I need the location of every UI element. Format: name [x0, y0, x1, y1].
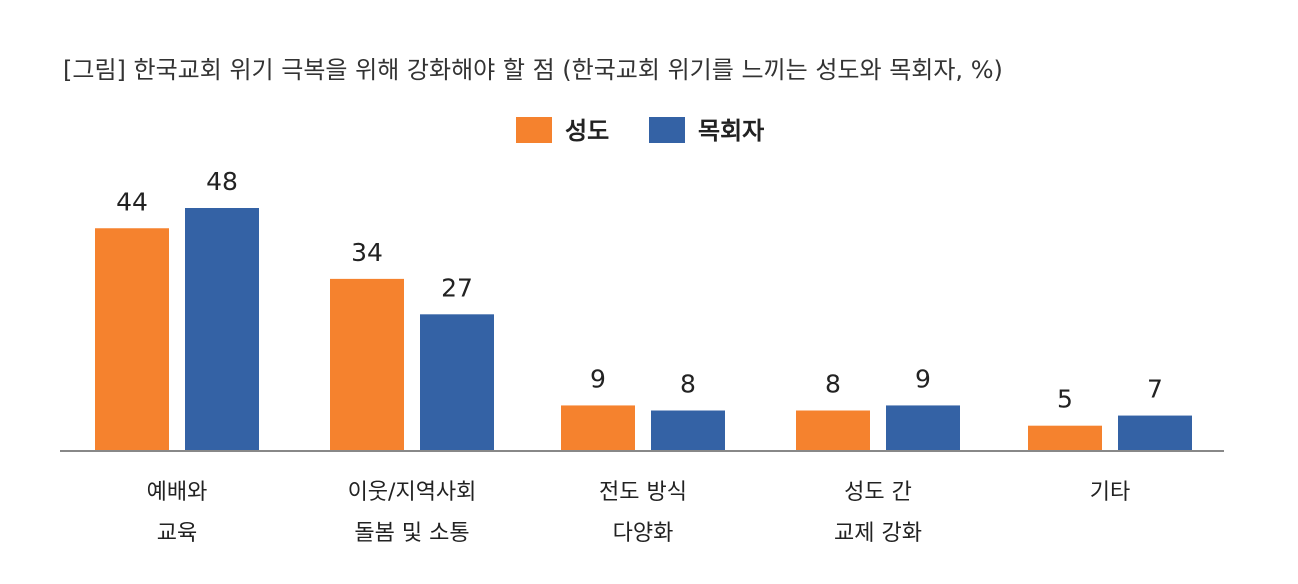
value-label-seongdo-3: 8	[825, 370, 841, 399]
value-label-moksa-4: 7	[1147, 375, 1163, 404]
value-label-moksa-3: 9	[915, 364, 931, 393]
bar-moksa-3	[886, 405, 960, 451]
bar-seongdo-0	[95, 228, 169, 451]
value-label-seongdo-4: 5	[1057, 385, 1073, 414]
bar-seongdo-4	[1028, 425, 1102, 451]
bar-moksa-1	[420, 314, 494, 451]
value-label-moksa-0: 48	[206, 167, 238, 196]
bars	[95, 208, 1192, 451]
bar-moksa-4	[1118, 415, 1192, 451]
bar-seongdo-2	[561, 405, 635, 451]
legend-swatch-seongdo	[516, 117, 552, 143]
category-label-2-line-0: 전도 방식	[599, 480, 687, 505]
value-labels: 44 34 9 8 5 48 27 8 9 7	[116, 167, 1163, 414]
value-label-seongdo-0: 44	[116, 187, 148, 216]
value-label-seongdo-2: 9	[590, 364, 606, 393]
bar-moksa-2	[651, 410, 725, 451]
category-label-0-line-0: 예배와	[147, 480, 208, 505]
chart-title: [그림] 한국교회 위기 극복을 위해 강화해야 할 점 (한국교회 위기를 느…	[63, 56, 1003, 84]
category-label-4-line-0: 기타	[1090, 480, 1130, 505]
legend: 성도 목회자	[516, 117, 764, 145]
category-label-3-line-0: 성도 간	[844, 480, 912, 505]
category-label-3-line-1: 교제 강화	[834, 521, 922, 546]
bar-seongdo-3	[796, 410, 870, 451]
bar-seongdo-1	[330, 278, 404, 451]
legend-label-moksa: 목회자	[698, 117, 764, 145]
value-label-moksa-1: 27	[441, 273, 473, 302]
value-label-seongdo-1: 34	[351, 238, 383, 267]
category-label-2-line-1: 다양화	[613, 521, 674, 546]
value-label-moksa-2: 8	[680, 370, 696, 399]
bar-moksa-0	[185, 208, 259, 451]
legend-swatch-moksa	[649, 117, 685, 143]
category-label-1-line-0: 이웃/지역사회	[348, 480, 477, 505]
category-label-0-line-1: 교육	[157, 521, 197, 546]
legend-label-seongdo: 성도	[565, 117, 609, 145]
category-label-1-line-1: 돌봄 및 소통	[354, 521, 469, 546]
